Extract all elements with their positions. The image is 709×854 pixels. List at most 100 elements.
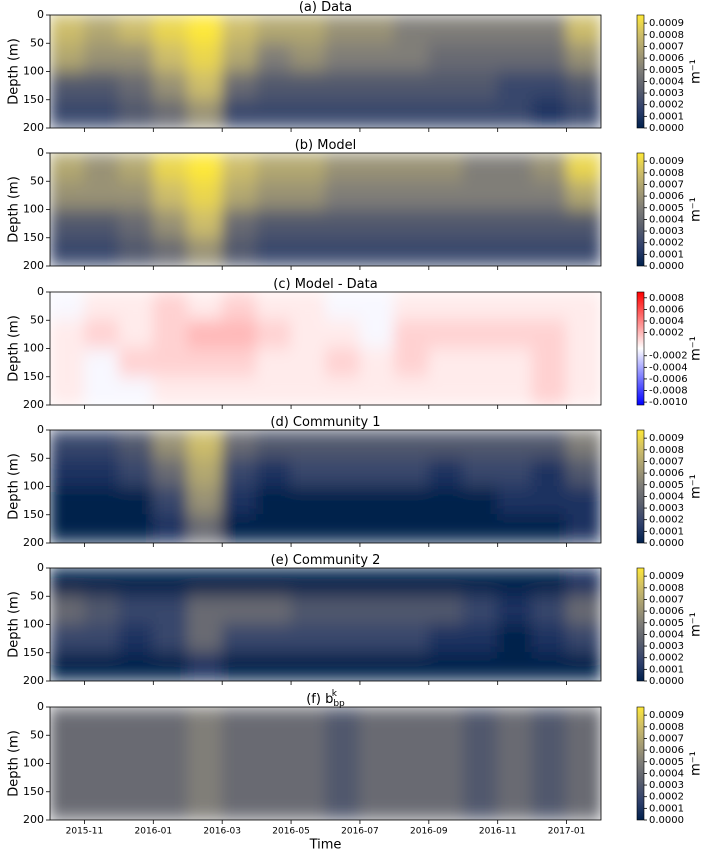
- heatmap-cell: [83, 595, 120, 625]
- y-tick-label: 100: [23, 618, 44, 631]
- panel-title: (f) bbpk: [306, 689, 345, 709]
- x-axis-label: Time: [309, 838, 342, 853]
- heatmap-cell: [428, 237, 464, 266]
- colorbar: [636, 429, 645, 544]
- colorbar-tick-label: -0.0004: [649, 362, 688, 373]
- heatmap-cell: [497, 209, 533, 239]
- heatmap-cell: [497, 652, 533, 681]
- panel-title: (b) Model: [295, 138, 357, 153]
- heatmap-cell: [566, 376, 601, 405]
- colorbar-label: m⁻¹: [689, 197, 704, 222]
- title-text: (e) Community 2: [271, 553, 381, 568]
- heatmap-cell: [221, 568, 258, 597]
- heatmap-cell: [152, 348, 189, 378]
- heatmap-cell: [393, 486, 430, 516]
- heatmap-cell: [566, 153, 601, 182]
- heatmap-cell: [393, 71, 430, 101]
- heatmap-cell: [83, 763, 120, 793]
- heatmap-cell: [221, 153, 258, 182]
- heatmap-cell: [359, 763, 395, 793]
- heatmap-cell: [497, 763, 533, 793]
- heatmap-cell: [290, 791, 326, 820]
- colorbar-tick-label: 0.0003: [649, 88, 684, 99]
- heatmap-cell: [187, 652, 223, 681]
- heatmap-cell: [462, 15, 499, 44]
- colorbar-tick-label: 0.0003: [649, 780, 684, 791]
- heatmap-cell: [83, 237, 120, 266]
- heatmap-cell: [118, 514, 154, 543]
- colorbar-tick-label: -0.0006: [649, 374, 688, 385]
- title-sup: k: [332, 689, 338, 699]
- heatmap-cell: [325, 292, 361, 321]
- colorbar-tick-label: 0.0008: [649, 168, 684, 179]
- heatmap-cell: [290, 348, 326, 378]
- heatmap-cell: [221, 486, 258, 516]
- heatmap-cell: [566, 457, 601, 487]
- heatmap-cell: [428, 763, 464, 793]
- heatmap-cell: [83, 486, 120, 516]
- y-tick-label: 200: [23, 121, 44, 134]
- heatmap-cell: [256, 652, 292, 681]
- colorbar-tick-label: 0.0008: [649, 583, 684, 594]
- y-tick-label: 150: [23, 785, 44, 798]
- colorbar-tick-label: 0.0003: [649, 641, 684, 652]
- heatmap-cell: [118, 595, 154, 625]
- title-text: (c) Model - Data: [273, 277, 377, 292]
- colorbar-tick-label: 0.0008: [649, 722, 684, 733]
- heatmap-cell: [566, 568, 601, 597]
- heatmap-cell: [531, 348, 568, 378]
- heatmap-cell: [290, 42, 326, 72]
- colorbar-tick-label: 0.0005: [649, 480, 684, 491]
- heatmap-cell: [325, 791, 361, 820]
- heatmap-cell: [462, 292, 499, 321]
- heatmap: [50, 430, 601, 543]
- title-text: (d) Community 1: [270, 415, 380, 430]
- heatmap-cell: [325, 376, 361, 405]
- heatmap-cell: [187, 292, 223, 321]
- y-tick-label: 0: [37, 561, 44, 574]
- heatmap-cell: [497, 568, 533, 597]
- heatmap-cell: [497, 237, 533, 266]
- y-axis-label: Depth (m): [7, 38, 22, 105]
- heatmap-cell: [462, 237, 499, 266]
- heatmap-cell: [497, 292, 533, 321]
- heatmap-cells: [50, 153, 601, 266]
- heatmap-cell: [359, 595, 395, 625]
- heatmap-cell: [566, 763, 601, 793]
- heatmap-cell: [83, 348, 120, 378]
- heatmap-cell: [566, 42, 601, 72]
- heatmap-cell: [83, 376, 120, 405]
- heatmap-cell: [462, 791, 499, 820]
- heatmap-cell: [325, 99, 361, 128]
- heatmap-cell: [428, 319, 464, 349]
- colorbar: [636, 291, 645, 406]
- heatmap-cell: [531, 209, 568, 239]
- heatmap-cell: [325, 486, 361, 516]
- heatmap-cell: [359, 652, 395, 681]
- heatmap-cell: [187, 42, 223, 72]
- heatmap-cell: [393, 292, 430, 321]
- heatmap-cell: [221, 71, 258, 101]
- heatmap-cell: [325, 42, 361, 72]
- heatmap-cell: [152, 376, 189, 405]
- colorbar-label: m⁻¹: [689, 336, 704, 361]
- heatmap-cell: [187, 707, 223, 736]
- y-tick-label: 150: [23, 646, 44, 659]
- heatmap-cell: [428, 486, 464, 516]
- panel-title: (d) Community 1: [270, 415, 380, 430]
- y-tick-label: 50: [30, 313, 44, 326]
- heatmap-cell: [497, 42, 533, 72]
- heatmap-cell: [83, 624, 120, 654]
- heatmap-cell: [497, 734, 533, 764]
- heatmap-cell: [152, 763, 189, 793]
- heatmap-cell: [290, 595, 326, 625]
- heatmap-cell: [359, 791, 395, 820]
- heatmap-cell: [497, 624, 533, 654]
- x-tick-label: 2015-11: [66, 827, 104, 837]
- heatmap-cell: [221, 348, 258, 378]
- heatmap-cell: [428, 99, 464, 128]
- y-tick-label: 0: [37, 8, 44, 21]
- heatmap-cell: [359, 514, 395, 543]
- heatmap-cell: [566, 15, 601, 44]
- colorbar-tick-label: 0.0009: [649, 18, 684, 29]
